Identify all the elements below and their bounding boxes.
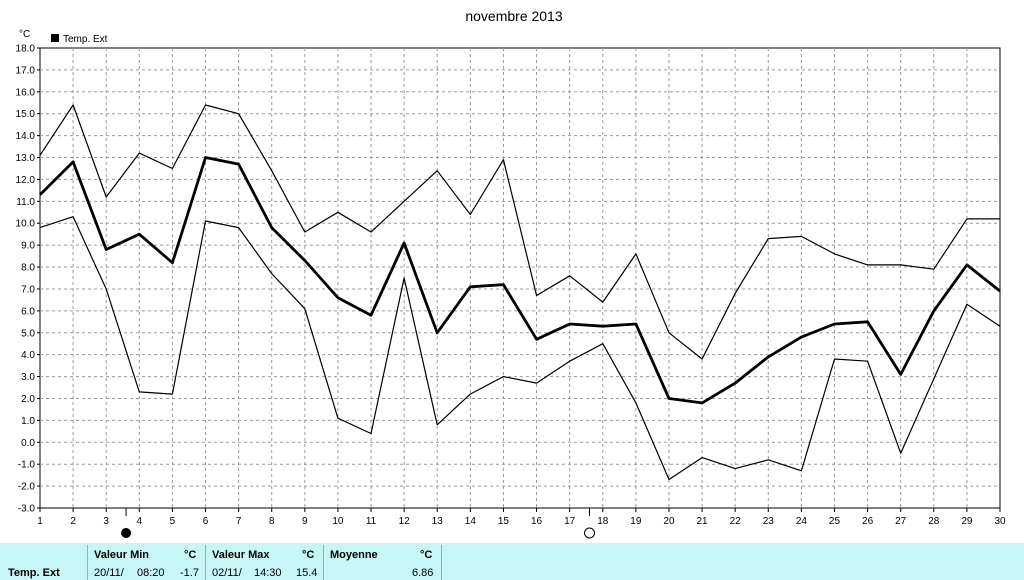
y-tick-label: 16.0 — [16, 87, 36, 98]
y-tick-label: 13.0 — [16, 153, 36, 164]
y-tick-label: 6.0 — [21, 306, 35, 317]
y-tick-label: 14.0 — [16, 131, 36, 142]
new-moon-icon — [121, 528, 132, 538]
x-tick-label: 7 — [236, 516, 242, 527]
mean-value: 6.86 — [412, 567, 434, 579]
plot-area — [39, 47, 1001, 509]
stats-bar: Temp. Ext Valeur Min °C 20/11/ 08:20 -1.… — [0, 543, 1024, 580]
x-tick-label: 12 — [399, 516, 411, 527]
x-tick-label: 5 — [170, 516, 176, 527]
temperature-chart: novembre 2013 °C Temp. Ext 18.017.016.01… — [16, 8, 1006, 539]
y-tick-label: 4.0 — [21, 350, 35, 361]
y-tick-label: -3.0 — [18, 504, 36, 515]
legend-swatch — [51, 34, 59, 42]
max-date: 02/11/ — [212, 567, 242, 579]
x-tick-label: 24 — [796, 516, 808, 527]
x-tick-label: 10 — [332, 516, 344, 527]
series-lines — [39, 104, 1001, 481]
min-time: 08:20 — [137, 567, 165, 579]
legend-label: Temp. Ext — [63, 34, 108, 45]
moon-phase-markers — [121, 508, 596, 539]
x-tick-label: 8 — [269, 516, 275, 527]
x-tick-label: 27 — [895, 516, 907, 527]
x-tick-label: 16 — [531, 516, 543, 527]
y-tick-label: 8.0 — [21, 263, 35, 274]
x-tick-label: 23 — [763, 516, 775, 527]
x-tick-label: 11 — [366, 516, 377, 527]
x-tick-label: 20 — [663, 516, 675, 527]
axes: 18.017.016.015.014.013.012.011.010.09.08… — [16, 44, 1006, 528]
y-axis-unit: °C — [19, 29, 30, 40]
x-tick-label: 25 — [829, 516, 841, 527]
max-time: 14:30 — [254, 567, 282, 579]
x-tick-label: 18 — [597, 516, 609, 527]
max-unit: °C — [302, 549, 315, 561]
x-tick-label: 4 — [137, 516, 143, 527]
y-tick-label: 15.0 — [16, 109, 36, 120]
series-line-max — [39, 104, 1000, 360]
series-line-mean — [39, 156, 1001, 405]
y-tick-label: 3.0 — [21, 372, 35, 383]
min-date: 20/11/ — [94, 567, 124, 579]
mean-header: Moyenne — [330, 549, 378, 561]
x-tick-label: 19 — [630, 516, 642, 527]
x-tick-label: 9 — [302, 516, 308, 527]
y-tick-label: -1.0 — [18, 460, 36, 471]
min-value: -1.7 — [180, 567, 199, 579]
x-tick-label: 29 — [961, 516, 973, 527]
y-tick-label: -2.0 — [18, 482, 36, 493]
x-tick-label: 3 — [103, 516, 109, 527]
max-header: Valeur Max — [212, 549, 270, 561]
y-tick-label: 17.0 — [16, 65, 36, 76]
stats-row-label: Temp. Ext — [8, 567, 60, 579]
y-tick-label: 5.0 — [21, 328, 35, 339]
y-tick-label: 11.0 — [16, 197, 35, 208]
x-tick-label: 1 — [37, 516, 43, 527]
x-tick-label: 15 — [498, 516, 510, 527]
max-value: 15.4 — [296, 567, 318, 579]
y-tick-label: 9.0 — [21, 241, 35, 252]
y-tick-label: 1.0 — [21, 416, 35, 427]
x-tick-label: 22 — [730, 516, 742, 527]
y-tick-label: 18.0 — [16, 44, 36, 55]
y-tick-label: 12.0 — [16, 175, 36, 186]
min-unit: °C — [184, 549, 197, 561]
x-tick-label: 17 — [564, 516, 576, 527]
x-tick-label: 21 — [697, 516, 709, 527]
min-header: Valeur Min — [94, 549, 150, 561]
grid — [40, 48, 1000, 508]
y-tick-label: 0.0 — [21, 438, 35, 449]
mean-unit: °C — [420, 549, 433, 561]
x-tick-label: 2 — [70, 516, 76, 527]
y-tick-label: 2.0 — [21, 394, 35, 405]
x-tick-label: 28 — [928, 516, 940, 527]
x-tick-label: 26 — [862, 516, 874, 527]
y-tick-label: 10.0 — [16, 219, 36, 230]
series-line-min — [39, 216, 1001, 481]
y-tick-label: 7.0 — [21, 284, 35, 295]
x-tick-label: 14 — [465, 516, 477, 527]
x-tick-label: 30 — [994, 516, 1006, 527]
full-moon-icon — [584, 527, 596, 539]
x-tick-label: 13 — [432, 516, 444, 527]
x-tick-label: 6 — [203, 516, 209, 527]
chart-title: novembre 2013 — [465, 8, 563, 24]
